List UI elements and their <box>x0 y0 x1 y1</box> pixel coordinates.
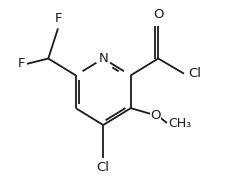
Text: N: N <box>98 52 108 65</box>
Text: O: O <box>150 109 160 122</box>
Text: F: F <box>18 57 25 70</box>
Text: F: F <box>55 12 62 25</box>
Text: CH₃: CH₃ <box>167 117 190 130</box>
Text: Cl: Cl <box>187 67 200 80</box>
Text: Cl: Cl <box>96 161 109 174</box>
Text: O: O <box>152 8 163 21</box>
